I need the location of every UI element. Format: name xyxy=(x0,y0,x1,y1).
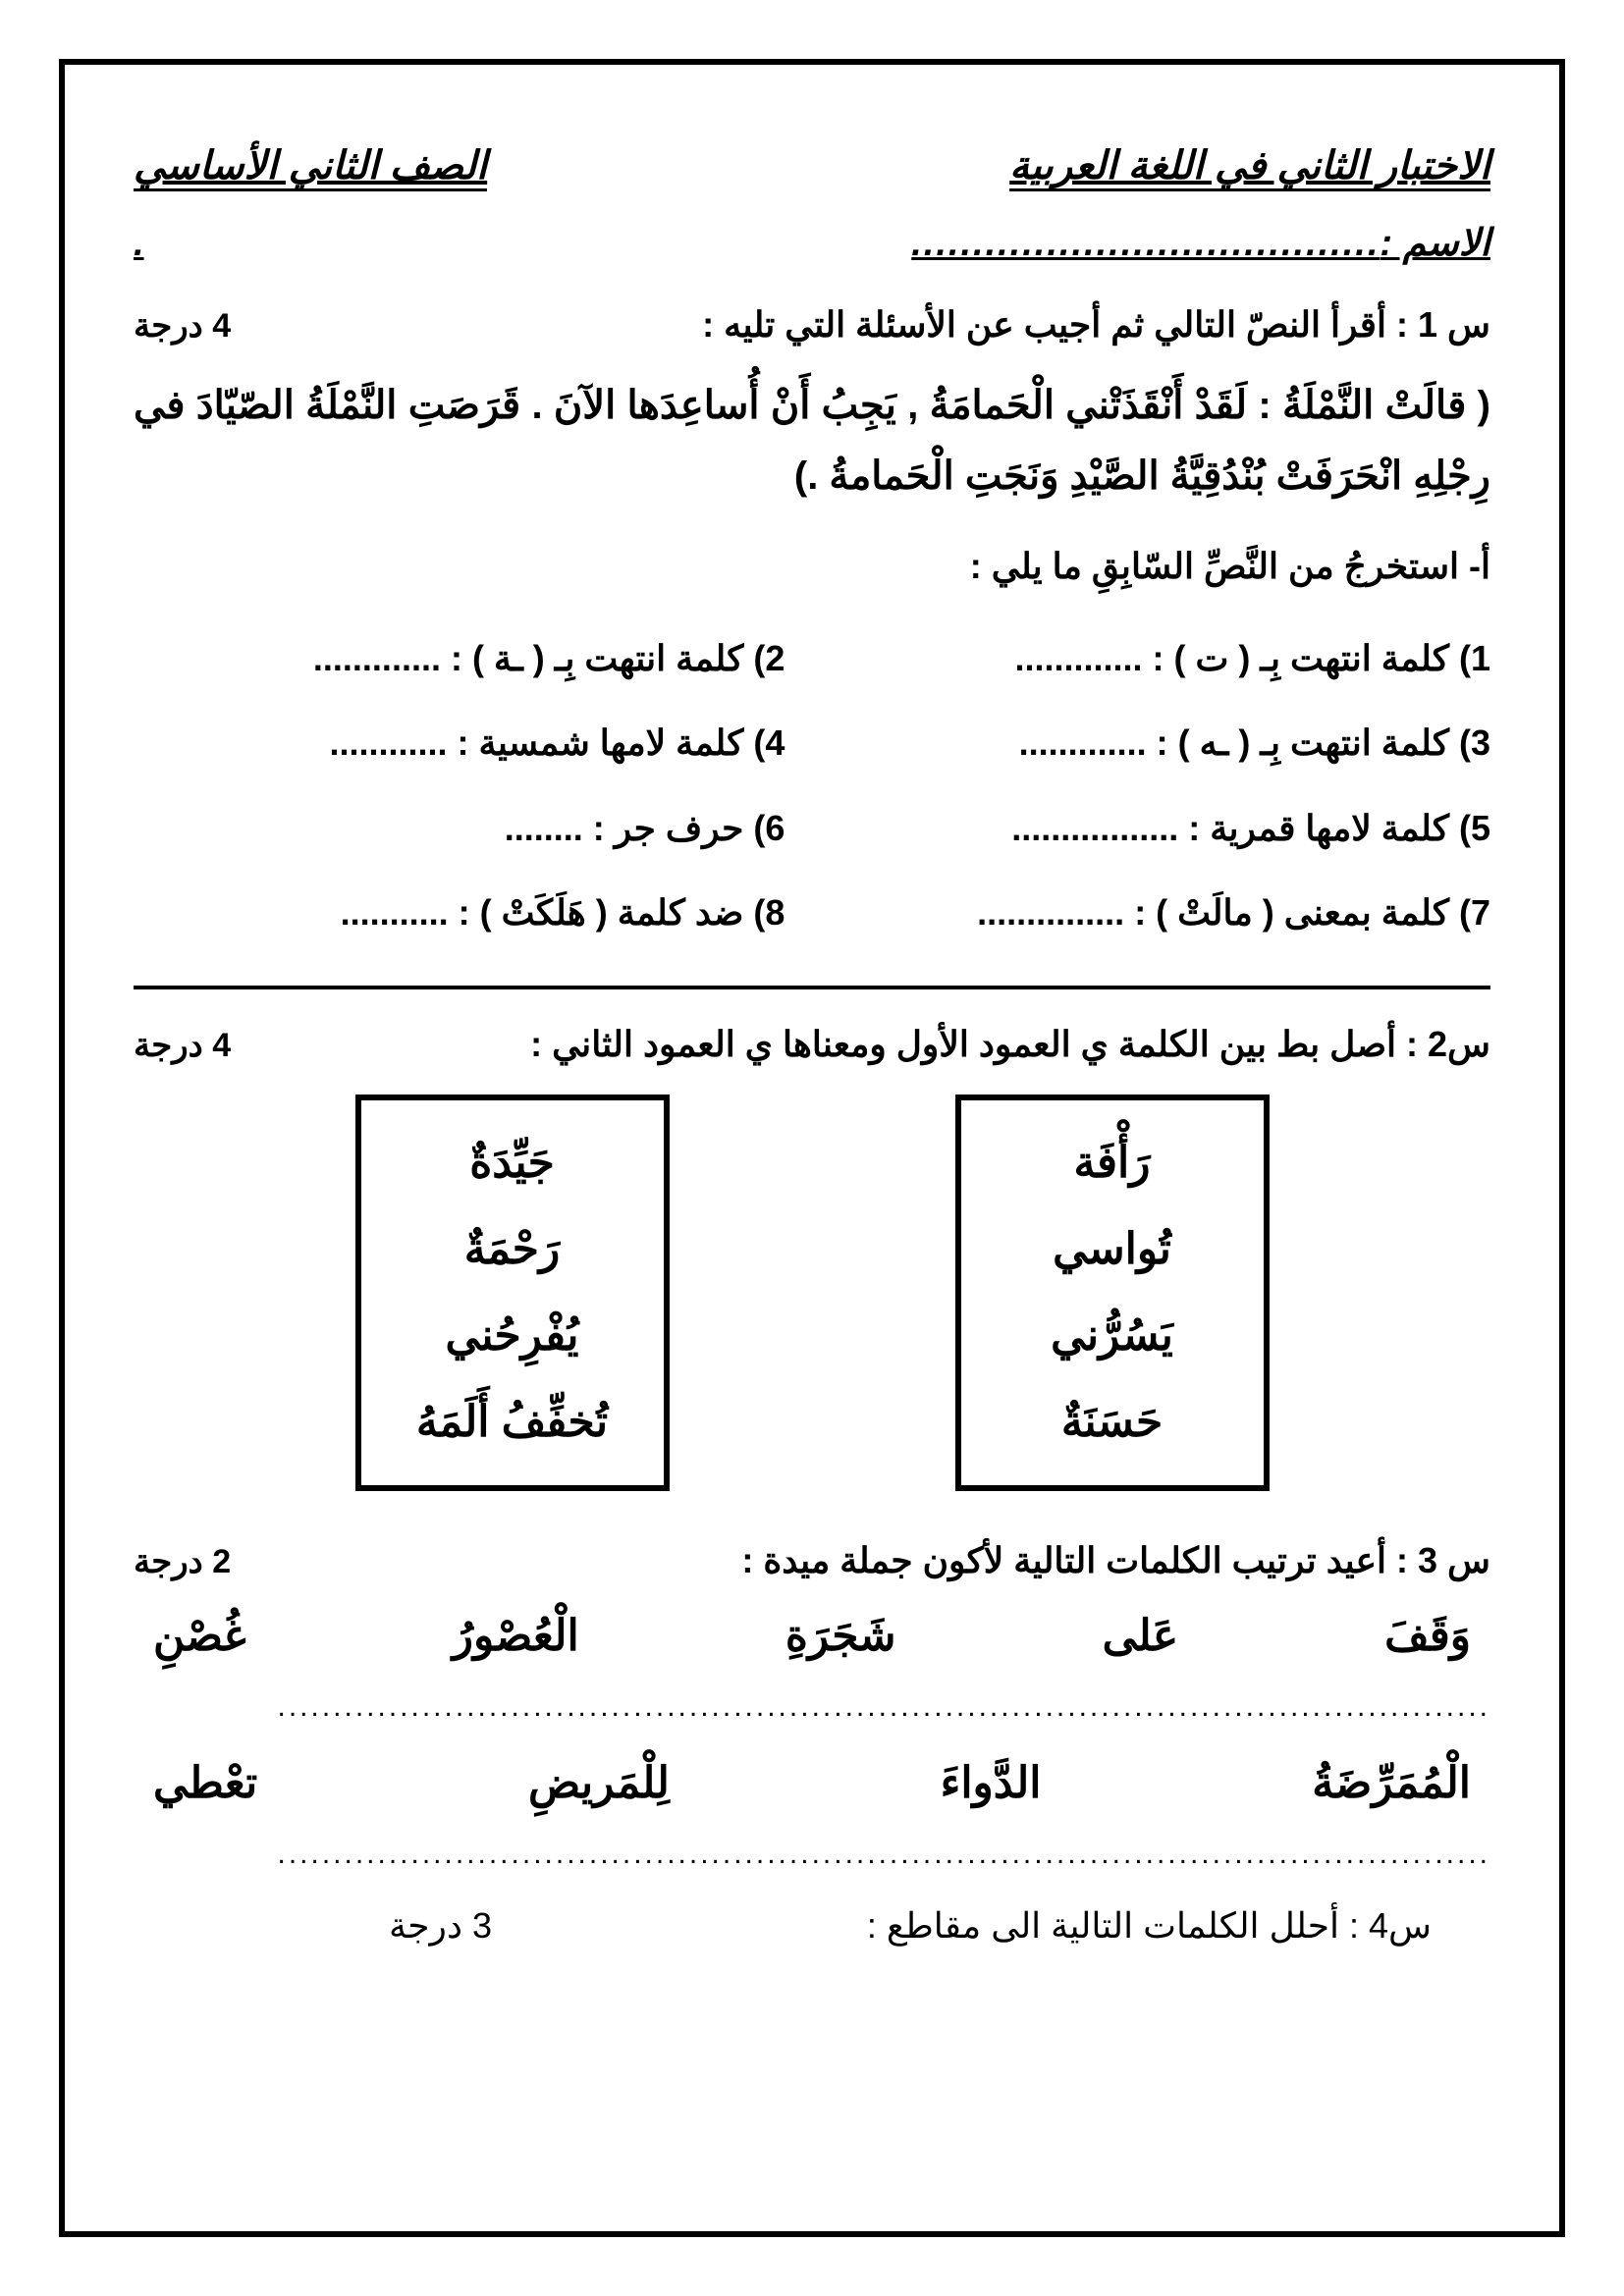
match-word: حَسَنَةٌ xyxy=(1010,1379,1215,1466)
q1-header: س 1 : أقرأ النصّ التالي ثم أجيب عن الأسئ… xyxy=(134,304,1490,346)
extract-item[interactable]: 3) كلمة انتهت بِـ ( ـه ) : ............. xyxy=(839,701,1490,785)
match-column-1[interactable]: رَأْفَة تُواسي يَسُرُّني حَسَنَةٌ xyxy=(955,1095,1270,1491)
q1-sub-instruction: أ- استخرجُ من النَّصِّ السّابِقِ ما يلي … xyxy=(134,546,1490,587)
reorder-word: الدَّواءَ xyxy=(941,1758,1042,1808)
name-blank[interactable]: ...................................... xyxy=(148,223,1380,265)
match-column-2[interactable]: جَيِّدَةٌ رَحْمَةٌ يُفْرِحُني تُخفِّفُ أ… xyxy=(355,1095,670,1491)
grade-title: الصف الثاني الأساسي xyxy=(134,143,487,191)
q4-prompt: س4 : أحلل الكلمات التالية الى مقاطع : xyxy=(867,1905,1432,1947)
q3-words-set2: الْمُمَرِّضَةُ الدَّواءَ لِلْمَريضِ تعْط… xyxy=(134,1758,1490,1808)
extract-row: 5) كلمة لامها قمرية : ................. … xyxy=(134,786,1490,871)
extract-item[interactable]: 4) كلمة لامها شمسية : ............ xyxy=(134,701,785,785)
name-end: . xyxy=(134,223,148,265)
page-border: الاختبار الثاني في اللغة العربية الصف ال… xyxy=(59,59,1565,2237)
extract-item[interactable]: 1) كلمة انتهت بِـ ( ت ) : ............. xyxy=(839,616,1490,701)
reorder-word: تعْطي xyxy=(153,1758,257,1808)
q1-prompt: س 1 : أقرأ النصّ التالي ثم أجيب عن الأسئ… xyxy=(702,304,1490,346)
q1-extract-grid: 1) كلمة انتهت بِـ ( ت ) : ............. … xyxy=(134,616,1490,956)
match-word: رَأْفَة xyxy=(1010,1120,1215,1206)
extract-item[interactable]: 6) حرف جر : ........ xyxy=(134,786,785,871)
reorder-word: غُصْنِ xyxy=(153,1611,246,1661)
match-word: يُفْرِحُني xyxy=(410,1293,615,1379)
q4-header: س4 : أحلل الكلمات التالية الى مقاطع : 3 … xyxy=(134,1905,1490,1947)
reorder-word: عَلى xyxy=(1103,1611,1179,1661)
q3-words-set1: وَقَفَ عَلى شَجَرَةِ الْعُصْورُ غُصْنِ xyxy=(134,1611,1490,1661)
answer-line[interactable]: ........................................… xyxy=(134,1838,1490,1871)
q4-score: 3 درجة xyxy=(389,1905,492,1947)
extract-row: 7) كلمة بمعنى ( مالَتْ ) : .............… xyxy=(134,871,1490,955)
q3-header: س 3 : أعيد ترتيب الكلمات التالية لأكون ج… xyxy=(134,1540,1490,1581)
extract-row: 1) كلمة انتهت بِـ ( ت ) : ............. … xyxy=(134,616,1490,701)
divider xyxy=(134,986,1490,989)
match-word: تُخفِّفُ أَلَمَهُ xyxy=(410,1379,615,1466)
reorder-word: شَجَرَةِ xyxy=(785,1611,896,1661)
match-word: رَحْمَةٌ xyxy=(410,1206,615,1293)
header-row: الاختبار الثاني في اللغة العربية الصف ال… xyxy=(134,143,1490,191)
extract-item[interactable]: 7) كلمة بمعنى ( مالَتْ ) : .............… xyxy=(839,871,1490,955)
q3-score: 2 درجة xyxy=(134,1542,231,1581)
exam-title: الاختبار الثاني في اللغة العربية xyxy=(1009,143,1490,191)
page: الاختبار الثاني في اللغة العربية الصف ال… xyxy=(0,0,1624,2296)
reorder-word: الْمُمَرِّضَةُ xyxy=(1312,1758,1471,1808)
reorder-word: وَقَفَ xyxy=(1384,1611,1471,1661)
q1-passage: ( قالَتْ النَّمْلَةُ : لَقَدْ أَنْقَذَتْ… xyxy=(134,370,1490,511)
q3-prompt: س 3 : أعيد ترتيب الكلمات التالية لأكون ج… xyxy=(741,1540,1490,1581)
reorder-word: الْعُصْورُ xyxy=(453,1611,579,1661)
answer-line[interactable]: ........................................… xyxy=(134,1690,1490,1724)
match-word: تُواسي xyxy=(1010,1206,1215,1293)
q1-score: 4 درجة xyxy=(134,306,231,346)
extract-item[interactable]: 8) ضد كلمة ( هَلَكَتْ ) : ........... xyxy=(134,871,785,955)
extract-row: 3) كلمة انتهت بِـ ( ـه ) : .............… xyxy=(134,701,1490,785)
match-word: جَيِّدَةٌ xyxy=(410,1120,615,1206)
name-label: الاسم : xyxy=(1380,221,1490,265)
extract-item[interactable]: 5) كلمة لامها قمرية : ................. xyxy=(839,786,1490,871)
match-word: يَسُرُّني xyxy=(1010,1293,1215,1379)
q2-score: 4 درجة xyxy=(134,1026,231,1065)
extract-item[interactable]: 2) كلمة انتهت بِـ ( ـة ) : ............. xyxy=(134,616,785,701)
q2-header: س2 : أصل بط بين الكلمة ي العمود الأول وم… xyxy=(134,1024,1490,1065)
q2-prompt: س2 : أصل بط بين الكلمة ي العمود الأول وم… xyxy=(530,1024,1490,1065)
name-row: الاسم : ................................… xyxy=(134,221,1490,265)
reorder-word: لِلْمَريضِ xyxy=(528,1758,670,1808)
q2-match-area: رَأْفَة تُواسي يَسُرُّني حَسَنَةٌ جَيِّد… xyxy=(134,1095,1490,1491)
